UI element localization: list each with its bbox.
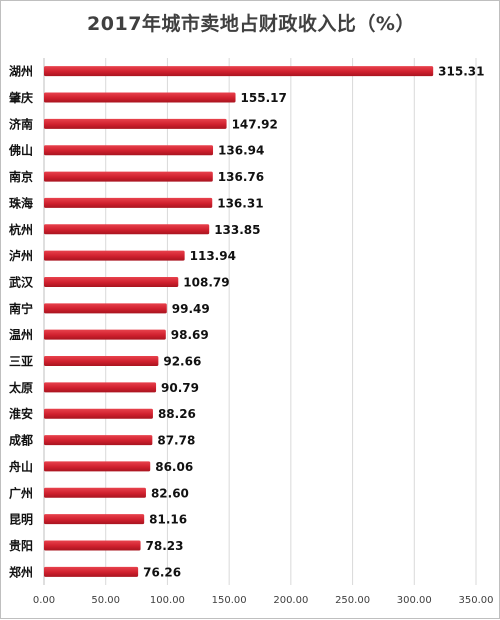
category-label: 济南 — [9, 116, 33, 131]
bar — [44, 487, 146, 498]
bar — [44, 118, 227, 129]
bar — [44, 566, 139, 577]
data-label: 147.92 — [232, 117, 278, 131]
category-label: 成都 — [9, 433, 33, 448]
data-label: 92.66 — [163, 355, 201, 369]
data-label: 86.06 — [155, 460, 193, 474]
x-tick-label: 300.00 — [397, 595, 432, 606]
data-label: 90.79 — [161, 381, 199, 395]
data-label: 315.31 — [438, 65, 484, 79]
bar — [44, 92, 236, 103]
x-tick-label: 100.00 — [150, 595, 185, 606]
x-tick-label: 50.00 — [91, 595, 120, 606]
data-label: 82.60 — [151, 486, 189, 500]
category-label: 广州 — [9, 485, 33, 500]
category-label: 舟山 — [9, 459, 33, 474]
category-label: 贵阳 — [9, 538, 33, 553]
chart-title: 2017年城市卖地占财政收入比（%） — [87, 13, 415, 35]
data-label: 78.23 — [146, 539, 184, 553]
data-label: 155.17 — [241, 91, 287, 105]
data-label: 108.79 — [183, 275, 229, 289]
category-label: 郑州 — [9, 564, 33, 579]
category-label: 泸州 — [9, 248, 33, 263]
bar — [44, 303, 167, 314]
bar — [44, 540, 141, 551]
bar — [44, 408, 153, 419]
data-label: 133.85 — [214, 223, 260, 237]
category-label: 杭州 — [9, 222, 33, 237]
category-label: 武汉 — [9, 274, 34, 289]
category-label: 南宁 — [9, 301, 33, 316]
category-label: 珠海 — [9, 195, 33, 210]
bar — [44, 224, 210, 235]
category-label: 温州 — [9, 328, 33, 342]
bar — [44, 435, 153, 446]
category-label: 三亚 — [9, 355, 33, 369]
bars — [44, 66, 434, 577]
x-tick-label: 0.00 — [33, 595, 55, 606]
category-label: 淮安 — [9, 406, 33, 421]
category-label: 太原 — [9, 380, 33, 395]
data-label: 99.49 — [172, 302, 210, 316]
category-label: 南京 — [9, 169, 33, 184]
data-label: 88.26 — [158, 407, 196, 421]
bar — [44, 382, 157, 393]
data-label: 136.31 — [217, 196, 263, 210]
bar — [44, 329, 166, 340]
bar — [44, 197, 213, 208]
data-label: 136.76 — [218, 170, 264, 184]
data-label: 87.78 — [157, 434, 195, 448]
category-label: 佛山 — [8, 143, 33, 158]
data-label: 76.26 — [143, 565, 181, 579]
bar — [44, 461, 151, 472]
bar — [44, 250, 185, 261]
x-tick-label: 350.00 — [459, 595, 494, 606]
x-tick-label: 200.00 — [273, 595, 308, 606]
data-label: 81.16 — [149, 513, 187, 527]
grid-lines — [43, 58, 477, 585]
category-label: 昆明 — [9, 513, 33, 527]
bar — [44, 356, 159, 367]
data-label: 113.94 — [190, 249, 236, 263]
bar — [44, 514, 145, 525]
bar — [44, 66, 434, 77]
category-label: 肇庆 — [9, 90, 33, 105]
bar — [44, 276, 179, 287]
category-label: 湖州 — [9, 64, 33, 79]
x-tick-label: 150.00 — [212, 595, 247, 606]
bar — [44, 145, 214, 156]
bar — [44, 171, 213, 182]
data-label: 136.94 — [218, 144, 264, 158]
labels: 0.00 50.00 100.00 150.00 200.00 250.00 300.00 3… — [8, 64, 494, 606]
data-label: 98.69 — [171, 328, 209, 342]
x-tick-label: 250.00 — [335, 595, 370, 606]
